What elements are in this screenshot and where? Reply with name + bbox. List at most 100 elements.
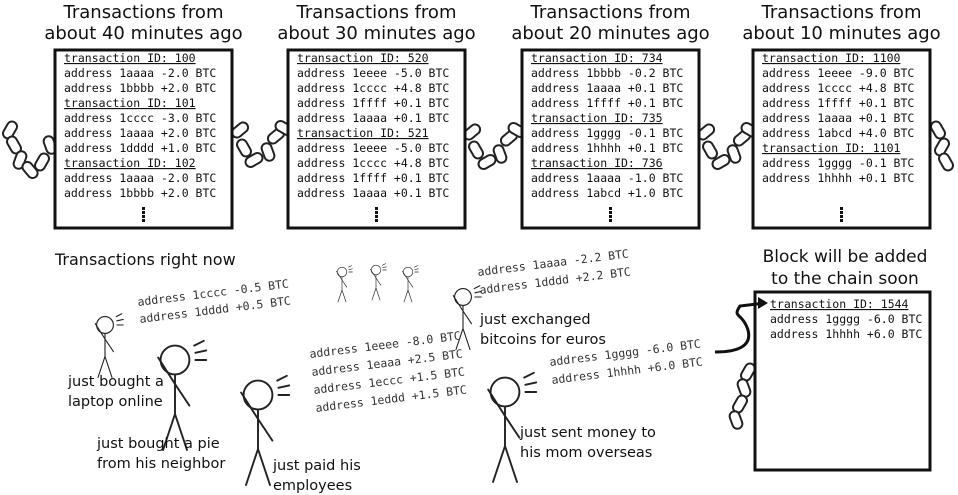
more-dot (840, 215, 843, 218)
arrow (714, 301, 766, 354)
more-dot (142, 215, 145, 218)
stick-figure (402, 265, 419, 303)
block-title: Transactions from (63, 2, 224, 23)
person-caption: his mom overseas (520, 445, 652, 461)
transaction-line: address 1aaaa -2.0 BTC (64, 66, 216, 80)
wiggle (115, 313, 124, 326)
more-dot (840, 207, 843, 210)
chain-link (468, 140, 484, 160)
transaction-line: address 1aaaa +0.1 BTC (297, 111, 449, 125)
block-box (286, 48, 467, 230)
wiggle (276, 374, 291, 396)
transaction-line: address 1dddd +1.0 BTC (64, 141, 216, 155)
pending-title: to the chain soon (771, 269, 919, 289)
block-title: about 30 minutes ago (277, 23, 475, 44)
block-box (53, 48, 234, 230)
more-dot (609, 215, 612, 218)
transaction-id: transaction ID: 734 (531, 51, 663, 65)
transaction-line: address 1cccc +4.8 BTC (297, 156, 449, 170)
head (454, 288, 472, 306)
stick-figure (240, 374, 291, 486)
chain-link (21, 160, 39, 180)
body (370, 268, 382, 301)
transaction-id: transaction ID: 1100 (762, 51, 901, 65)
body (402, 270, 414, 303)
transaction-line: address 1aaaa +0.1 BTC (297, 186, 449, 200)
chain-link (728, 410, 744, 430)
transaction-line: address 1cccc +4.8 BTC (762, 81, 914, 95)
wiggle (473, 285, 482, 298)
transaction-line: address 1eeee -9.0 BTC (762, 66, 914, 80)
transaction-line: address 1gggg -0.1 BTC (762, 156, 914, 170)
more-dot (375, 207, 378, 210)
more-dot (609, 211, 612, 214)
more-dot (142, 211, 145, 214)
chain-link (736, 378, 752, 398)
transaction-line: address 1abcd +4.0 BTC (762, 126, 914, 140)
chain-link (260, 142, 276, 162)
more-dot (142, 219, 145, 222)
person-caption: just paid his (272, 458, 361, 474)
block-title: about 20 minutes ago (511, 23, 709, 44)
transaction-line: address 1ffff +0.1 BTC (531, 96, 683, 110)
more-dot (142, 207, 145, 210)
transaction-line: address 1bbbb +2.0 BTC (64, 81, 216, 95)
transaction-line: address 1gggg -6.0 BTC (770, 312, 922, 326)
chain-link (934, 137, 950, 157)
chain-link (236, 138, 252, 158)
chain-link (930, 120, 946, 140)
body (157, 356, 191, 451)
stick-figure (94, 313, 124, 379)
wiggle (414, 265, 419, 273)
transaction-line: address 1hhhh +0.1 BTC (762, 171, 914, 185)
section-title: Transactions right now (54, 250, 236, 269)
head (159, 344, 191, 376)
more-dot (609, 219, 612, 222)
transaction-line: address 1gggg -0.1 BTC (531, 126, 683, 140)
transaction-id: transaction ID: 736 (531, 156, 663, 170)
transaction-line: address 1aaaa +0.1 BTC (531, 81, 683, 95)
chain-link (711, 154, 731, 170)
transaction-line: address 1aaaa +0.1 BTC (762, 111, 914, 125)
person-caption: just exchanged (479, 312, 591, 328)
transaction-id: transaction ID: 1101 (762, 141, 901, 155)
person-caption: just bought a (67, 374, 164, 390)
body (336, 270, 348, 303)
stick-figure (487, 371, 538, 483)
transaction-line: address 1ffff +0.1 BTC (297, 96, 449, 110)
chain-link (477, 154, 497, 171)
chain-link (2, 120, 18, 140)
more-dot (840, 219, 843, 222)
chain-link (938, 152, 954, 172)
transaction-line: address 1hhhh +6.0 BTC (770, 327, 922, 341)
person-caption: just sent money to (519, 425, 656, 441)
transaction-line: address 1eeee -5.0 BTC (297, 66, 449, 80)
stick-figure (370, 263, 387, 301)
block-title: Transactions from (296, 2, 457, 23)
transaction-id: transaction ID: 520 (297, 51, 429, 65)
head (242, 379, 274, 411)
block-box (520, 48, 701, 230)
transaction-id: transaction ID: 1544 (770, 297, 909, 311)
head (336, 266, 348, 278)
body (452, 295, 472, 351)
block-title: Transactions from (530, 2, 691, 23)
stick-figure (452, 285, 482, 351)
stick-figure (336, 265, 353, 303)
block-title: about 10 minutes ago (742, 23, 940, 44)
person-caption: employees (273, 478, 352, 494)
more-dot (840, 211, 843, 214)
block-box (751, 48, 932, 230)
transaction-line: address 1hhhh +0.1 BTC (531, 141, 683, 155)
person-caption: bitcoins for euros (480, 332, 606, 348)
pending-title: Block will be added (763, 247, 928, 267)
transaction-line: address 1aaaa -2.0 BTC (64, 171, 216, 185)
chain-link (702, 140, 718, 160)
body (240, 391, 274, 486)
pending-box (753, 290, 932, 472)
wiggle (348, 265, 353, 273)
transaction-line: address 1cccc -3.0 BTC (64, 111, 216, 125)
more-dot (375, 211, 378, 214)
wiggle (523, 371, 538, 393)
body (94, 323, 114, 379)
